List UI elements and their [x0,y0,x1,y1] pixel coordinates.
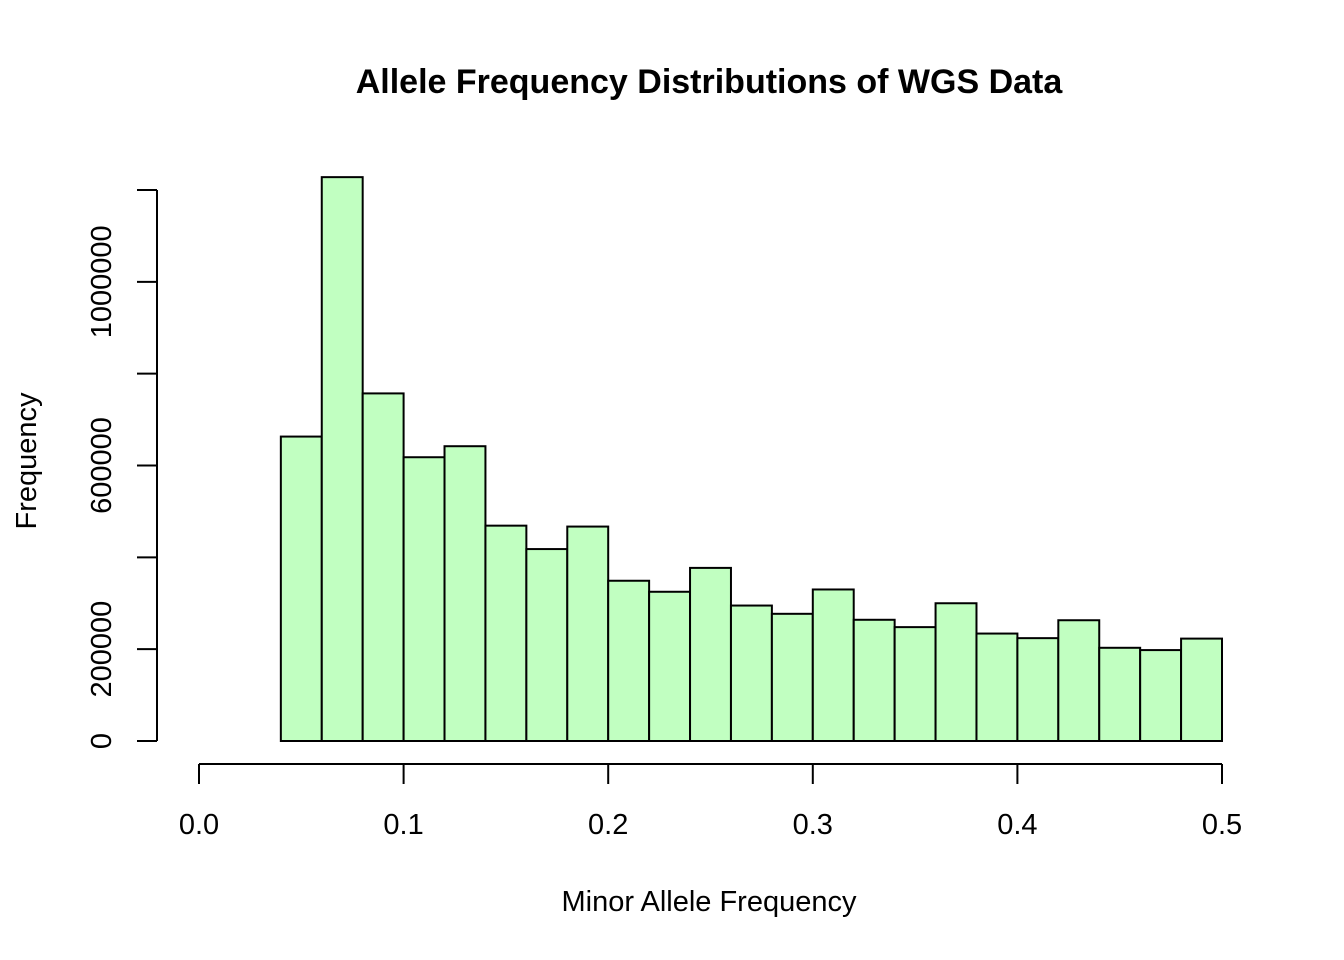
y-axis: 0 200000 600000 1000000 [86,189,158,749]
histogram-bar [1057,619,1101,743]
histogram-bar [729,604,773,742]
histogram-bar [975,632,1019,742]
histogram-bar [648,590,692,742]
histogram-bar [566,525,610,742]
histogram-bar [1098,646,1142,743]
histogram-bar [1180,637,1223,742]
x-tick-label: 0.2 [588,809,628,841]
y-tick-label: 200000 [86,601,118,698]
histogram-bar [402,456,446,742]
x-tick-label: 0.4 [997,809,1037,841]
x-tick-label: 0.1 [383,809,423,841]
chart-title: Allele Frequency Distributions of WGS Da… [356,63,1064,101]
histogram-bar [525,548,569,743]
histogram-bar [320,176,364,743]
x-tick-label: 0.3 [793,809,833,841]
histogram-bar [770,612,814,743]
histogram-bar [361,392,405,742]
histogram-bar [893,626,937,742]
x-tick-label: 0.0 [179,809,219,841]
y-axis-label: Frequency [11,392,43,530]
histogram-bar [1139,649,1183,743]
histogram-bar [934,602,978,742]
y-tick-label: 1000000 [86,225,118,338]
bars-group [279,176,1223,743]
histogram-bar [484,524,528,742]
histogram-bar [852,618,896,743]
histogram-bar [443,445,487,742]
histogram-bar [607,579,651,743]
x-axis: 0.0 0.1 0.2 0.3 0.4 0.5 [179,763,1242,841]
histogram-bar [279,435,323,742]
histogram-bar [689,566,732,742]
x-axis-label: Minor Allele Frequency [562,886,857,918]
histogram-bar [1016,637,1060,742]
x-tick-label: 0.5 [1202,809,1242,841]
y-tick-label: 600000 [86,417,118,514]
histogram-bar [811,588,855,742]
y-tick-label: 0 [86,733,118,749]
